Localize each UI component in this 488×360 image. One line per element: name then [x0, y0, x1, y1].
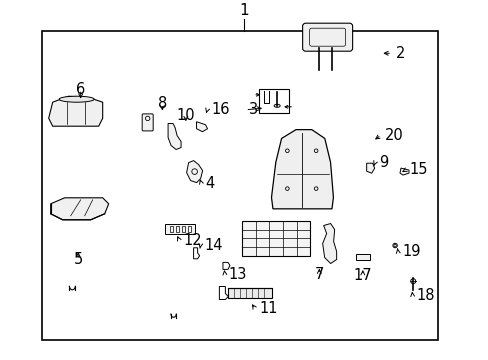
- Polygon shape: [186, 161, 202, 183]
- Polygon shape: [355, 255, 369, 260]
- Text: 15: 15: [409, 162, 427, 177]
- Text: 2: 2: [395, 46, 405, 61]
- Bar: [170, 226, 173, 233]
- Text: 12: 12: [183, 233, 202, 248]
- Text: 17: 17: [353, 268, 371, 283]
- Polygon shape: [366, 163, 374, 173]
- Bar: [242, 221, 310, 256]
- Polygon shape: [271, 130, 333, 209]
- Polygon shape: [168, 123, 181, 149]
- Bar: [259, 89, 288, 113]
- Text: 3: 3: [249, 102, 258, 117]
- FancyBboxPatch shape: [302, 23, 352, 51]
- Bar: [41, 31, 437, 340]
- Text: 16: 16: [211, 102, 229, 117]
- Polygon shape: [322, 224, 336, 264]
- Polygon shape: [51, 198, 108, 220]
- Text: 5: 5: [74, 252, 82, 267]
- Polygon shape: [399, 168, 408, 175]
- Bar: [176, 226, 179, 233]
- Ellipse shape: [59, 96, 94, 102]
- Text: 1: 1: [239, 3, 249, 18]
- Text: 7: 7: [314, 267, 324, 282]
- Polygon shape: [49, 96, 102, 126]
- FancyBboxPatch shape: [142, 114, 153, 131]
- Text: 11: 11: [259, 301, 277, 316]
- Bar: [182, 226, 184, 233]
- Text: 10: 10: [176, 108, 195, 123]
- Bar: [164, 224, 195, 234]
- Text: 18: 18: [416, 288, 434, 303]
- Text: 9: 9: [378, 155, 387, 170]
- Polygon shape: [196, 122, 207, 132]
- Text: 6: 6: [76, 82, 85, 97]
- Text: 20: 20: [385, 127, 403, 143]
- Text: 4: 4: [205, 176, 214, 191]
- Text: 14: 14: [204, 238, 223, 253]
- Bar: [187, 226, 190, 233]
- Text: 13: 13: [228, 267, 247, 282]
- Bar: [228, 288, 272, 298]
- Text: 8: 8: [158, 96, 166, 111]
- Text: 19: 19: [401, 244, 420, 259]
